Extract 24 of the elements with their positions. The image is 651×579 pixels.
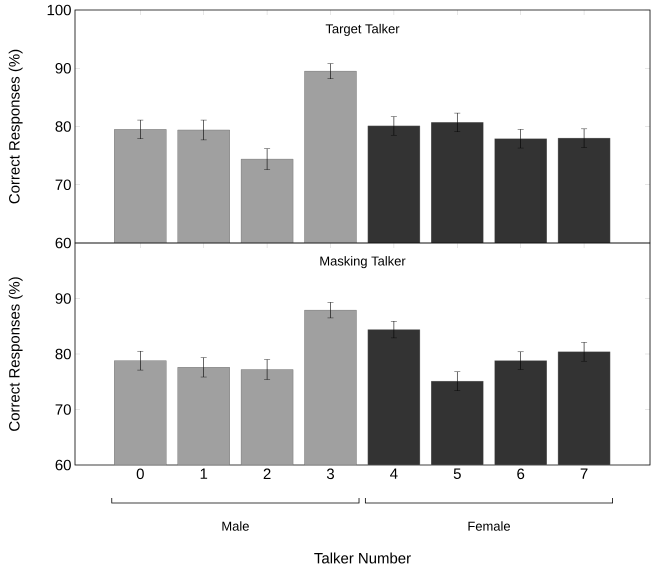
text: Target Talker xyxy=(326,24,400,36)
x-tick-label: 3 xyxy=(326,468,334,480)
text: Masking Talker xyxy=(320,256,406,268)
x-tick-label: 0 xyxy=(136,468,144,480)
text: Female xyxy=(468,521,510,531)
text: Male xyxy=(222,521,249,531)
y-tick-label: 80 xyxy=(56,121,71,132)
x-tick-label: 2 xyxy=(264,468,270,479)
y-tick-label: 100 xyxy=(48,4,71,16)
x-tick-label: 4 xyxy=(390,468,398,479)
x-axis-title: Talker Number xyxy=(314,552,411,564)
y-tick-label: 70 xyxy=(56,404,71,415)
x-tick-label: 6 xyxy=(517,468,524,480)
y-tick-label: 80 xyxy=(56,348,71,360)
x-tick-label: 1 xyxy=(200,468,208,479)
y-axis-title: Correct Responses (%) xyxy=(8,50,23,204)
y-tick-label: 70 xyxy=(56,179,71,190)
y-tick-label: 60 xyxy=(56,238,71,248)
y-tick-label: 60 xyxy=(56,460,71,470)
x-tick-label: 7 xyxy=(580,468,588,479)
y-axis-title: Correct Responses (%) xyxy=(8,277,23,431)
y-tick-label: 90 xyxy=(56,293,71,304)
y-tick-label: 90 xyxy=(56,62,71,74)
x-tick-label: 5 xyxy=(454,468,461,479)
